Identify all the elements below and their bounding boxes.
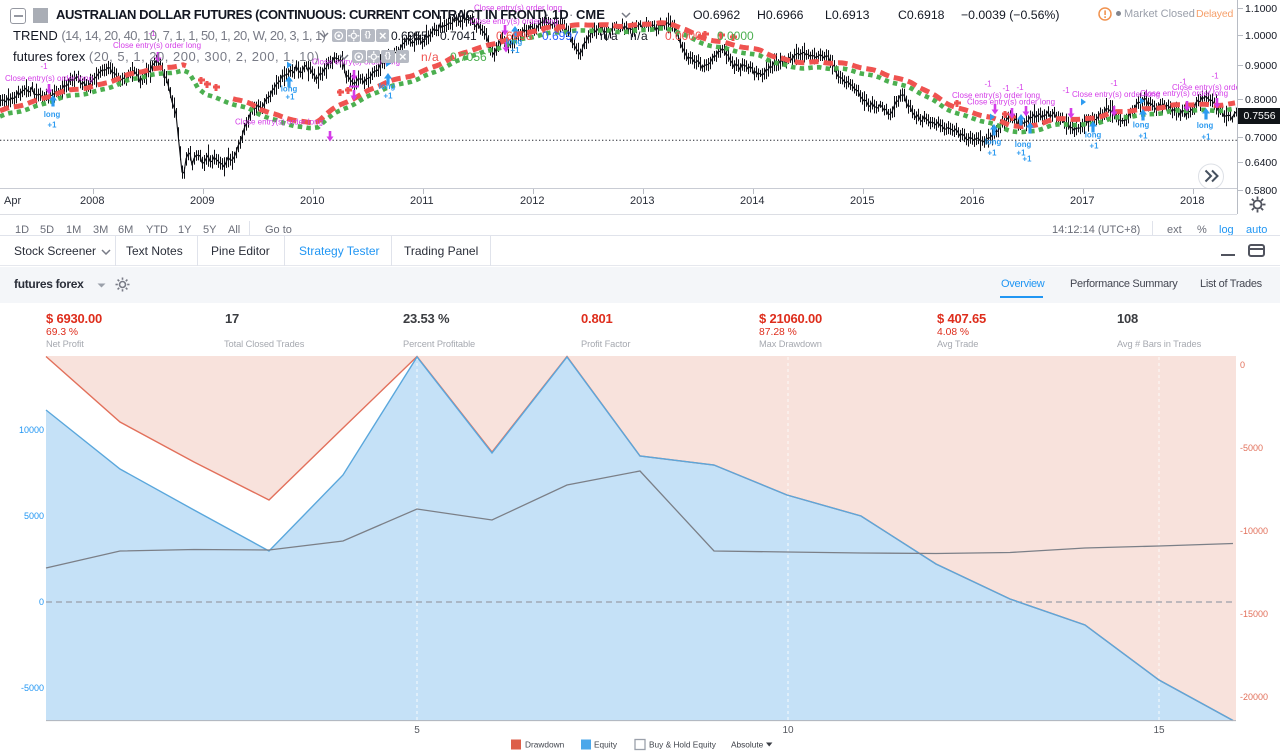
svg-text:+1: +1 (1023, 155, 1033, 164)
svg-text:-1: -1 (1002, 84, 1010, 93)
svg-text:5: 5 (414, 725, 420, 736)
svg-text:+1: +1 (48, 121, 58, 130)
svg-text:long: long (281, 85, 298, 94)
svg-text:+1: +1 (286, 93, 296, 102)
svg-text:15: 15 (1153, 725, 1165, 736)
svg-text:-15000: -15000 (1240, 609, 1268, 619)
svg-text:-5000: -5000 (1240, 443, 1263, 453)
svg-text:Drawdown: Drawdown (525, 740, 565, 750)
svg-text:-10000: -10000 (1240, 526, 1268, 536)
svg-text:Absolute: Absolute (731, 740, 764, 750)
svg-text:Close entry(s) order long: Close entry(s) order long (1140, 89, 1228, 98)
svg-text:long: long (506, 38, 523, 47)
svg-text:-1: -1 (1110, 79, 1118, 88)
svg-text:long: long (379, 82, 396, 91)
svg-text:5000: 5000 (24, 511, 44, 521)
svg-text:long: long (44, 110, 61, 119)
svg-text:-5000: -5000 (21, 683, 44, 693)
svg-text:long: long (1085, 131, 1102, 140)
svg-text:10000: 10000 (19, 425, 44, 435)
svg-text:Close entry(s) order long: Close entry(s) order long (967, 98, 1055, 107)
svg-text:Close entry(s) order long: Close entry(s) order long (5, 74, 93, 83)
svg-text:0: 0 (39, 597, 44, 607)
svg-text:Close entry(s) order long: Close entry(s) order long (474, 4, 562, 13)
svg-text:+1: +1 (1139, 132, 1149, 141)
svg-text:-1: -1 (40, 62, 48, 71)
svg-text:-1: -1 (148, 29, 156, 38)
svg-text:-1: -1 (984, 80, 992, 89)
svg-text:Close entry(s) order long: Close entry(s) order long (1172, 83, 1237, 92)
svg-text:long: long (985, 138, 1002, 147)
svg-text:long: long (1015, 140, 1032, 149)
svg-text:Close entry(s) order long: Close entry(s) order long (235, 118, 323, 127)
svg-text:0: 0 (1240, 360, 1245, 370)
svg-text:long: long (1133, 121, 1150, 130)
svg-text:Close entry(s) order long: Close entry(s) order long (952, 91, 1040, 100)
svg-text:Close entry(s) order long: Close entry(s) order long (113, 41, 201, 50)
svg-text:+1: +1 (1017, 149, 1027, 158)
svg-text:-1: -1 (1062, 86, 1070, 95)
svg-text:-1: -1 (1016, 83, 1024, 92)
svg-text:+1: +1 (511, 46, 521, 55)
svg-text:Buy & Hold Equity: Buy & Hold Equity (649, 740, 717, 750)
svg-text:+1: +1 (988, 149, 998, 158)
svg-text:long: long (1197, 121, 1214, 130)
svg-text:Close entry(s) order long: Close entry(s) order long (1072, 90, 1160, 99)
svg-text:+1: +1 (1090, 142, 1100, 151)
svg-text:-20000: -20000 (1240, 692, 1268, 702)
svg-text:Equity: Equity (594, 740, 618, 750)
svg-text:10: 10 (782, 725, 794, 736)
svg-text:-1: -1 (1211, 72, 1219, 81)
svg-text:Close entry(s) order long: Close entry(s) order long (470, 17, 558, 26)
svg-text:-1: -1 (1179, 78, 1187, 87)
svg-text:+1: +1 (384, 92, 394, 101)
svg-text:+1: +1 (1202, 133, 1212, 142)
